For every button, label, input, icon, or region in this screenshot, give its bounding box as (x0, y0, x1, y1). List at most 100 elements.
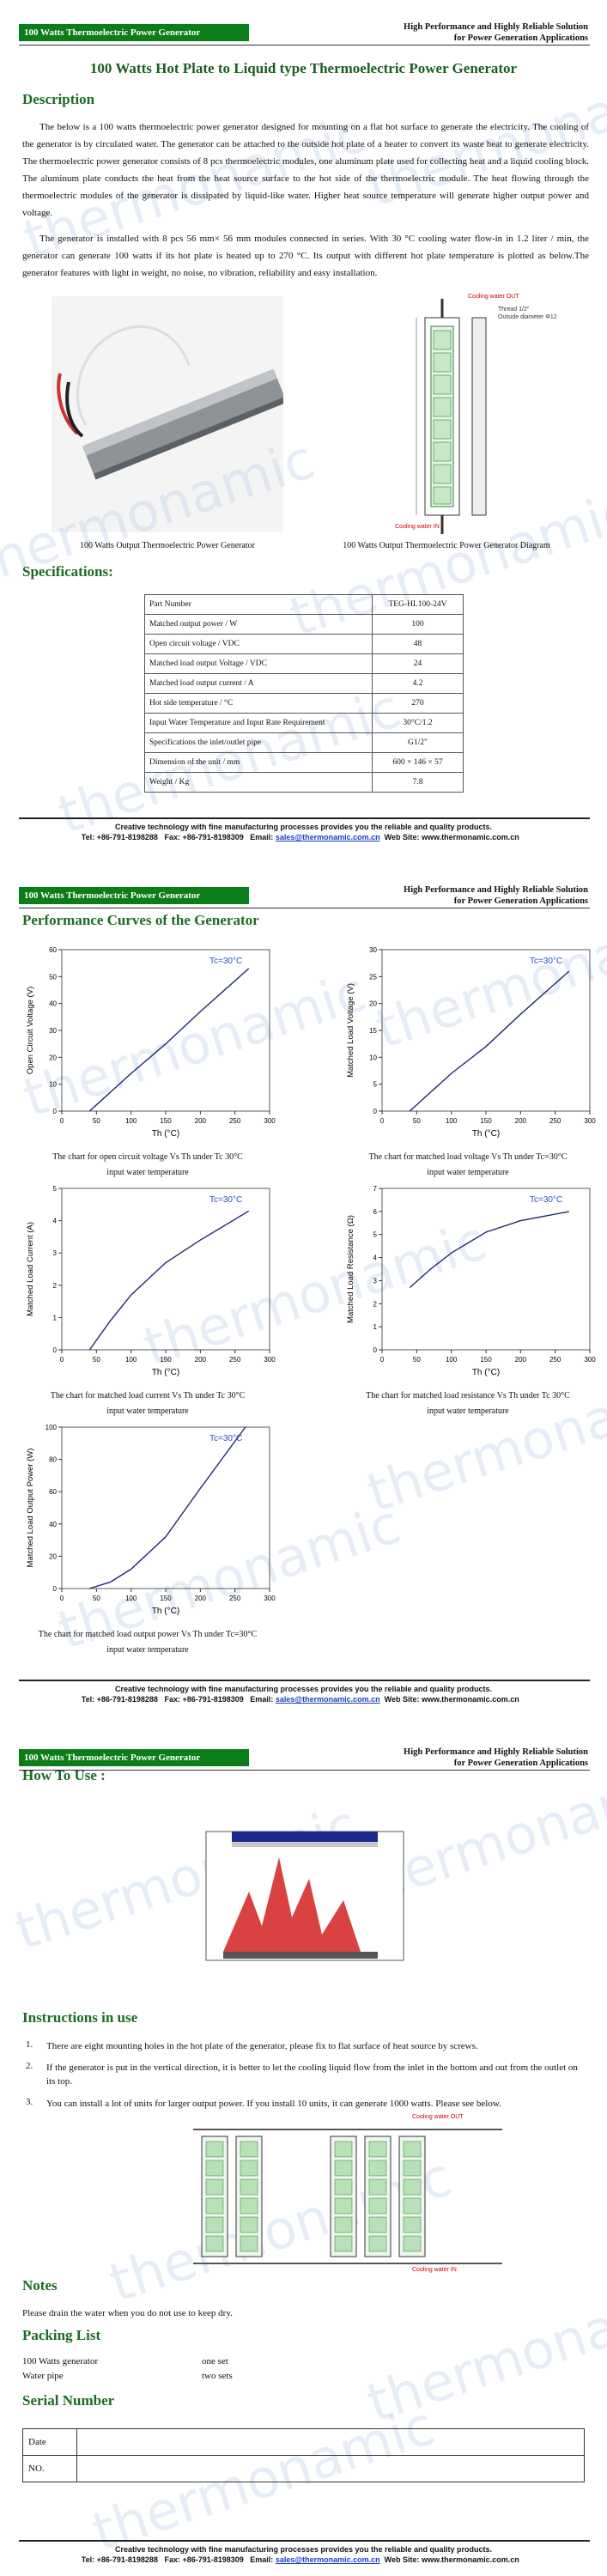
footer-slogan: Creative technology with fine manufactur… (114, 2545, 493, 2554)
curve (409, 970, 570, 1112)
chart-caption: input water temperature (106, 1406, 189, 1416)
module (205, 2197, 224, 2215)
module (403, 2235, 422, 2252)
plot-frame (381, 949, 591, 1112)
y-tick-label: 100 (46, 1424, 58, 1431)
chart-caption: input water temperature (427, 1168, 509, 1177)
y-tick-label: 4 (373, 1255, 378, 1262)
footer-rule (19, 1680, 590, 1681)
spec-cell: 30°C/1.2 (372, 713, 464, 733)
spec-cell: Specifications the inlet/outlet pipe (144, 732, 373, 753)
x-tick-label: 0 (380, 1356, 385, 1364)
x-tick-label: 150 (160, 1595, 172, 1602)
y-axis-label: Matched Load Resistance (Ω) (346, 1215, 355, 1323)
spec-cell: Matched load output Voltage / VDC (144, 653, 373, 674)
serial-value (76, 2428, 585, 2456)
header-tagline: High Performance and Highly Reliable Sol… (404, 22, 588, 32)
y-axis-label: Matched Load Current (A) (26, 1222, 35, 1316)
spec-cell: Open circuit voltage / VDC (144, 634, 373, 654)
serial-table: Date NO. (22, 2428, 585, 2482)
spec-row: Dimension of the unit / mm 600 × 146 × 57 (144, 752, 464, 773)
footer-rule (19, 817, 590, 819)
module (240, 2141, 258, 2158)
serial-label: Date (22, 2428, 77, 2456)
x-tick-label: 100 (125, 1356, 137, 1364)
spec-cell: Dimension of the unit / mm (144, 752, 373, 773)
footer-item: Fax: +86-791-8198309 (164, 833, 244, 841)
footer-slogan: Creative technology with fine manufactur… (114, 823, 493, 831)
list-number: 1. (26, 2039, 33, 2050)
y-axis-label: Matched Load Voltage (V) (346, 983, 355, 1078)
curve (88, 968, 250, 1112)
spec-cell: 24 (372, 653, 464, 674)
y-tick-label: 25 (369, 973, 377, 981)
footer-email[interactable]: sales@thermonamic.com.cn (275, 1695, 380, 1704)
paragraph: The generator is installed with 8 pcs 56… (22, 234, 589, 278)
flames (223, 1857, 361, 1952)
plot-frame (381, 1188, 591, 1351)
module (240, 2197, 258, 2215)
section-heading: Performance Curves of the Generator (22, 912, 259, 928)
module (334, 2160, 353, 2177)
footer-item: Fax: +86-791-8198309 (164, 1695, 244, 1704)
header-bar: 100 Watts Thermoelectric Power Generator (19, 1749, 249, 1766)
x-tick-label: 200 (515, 1117, 527, 1125)
annotation: Tc=30°C (530, 957, 562, 966)
x-tick-label: 50 (93, 1595, 100, 1602)
section-heading: Instructions in use (22, 2009, 138, 2026)
y-tick-label: 10 (369, 1054, 377, 1061)
footer-item: Tel: +86-791-8198288 (81, 833, 158, 841)
spec-cell: Part Number (144, 594, 373, 615)
footer-slogan: Creative technology with fine manufactur… (114, 1685, 493, 1693)
annotation: Tc=30°C (530, 1195, 562, 1205)
footer-item: Fax: +86-791-8198309 (164, 2555, 244, 2564)
x-tick-label: 150 (480, 1356, 492, 1364)
y-tick-label: 5 (373, 1231, 378, 1239)
image-caption: 100 Watts Output Thermoelectric Power Ge… (343, 541, 550, 550)
module (368, 2141, 387, 2158)
y-tick-label: 0 (53, 1346, 58, 1354)
footer-email[interactable]: sales@thermonamic.com.cn (275, 833, 380, 841)
module (403, 2160, 422, 2177)
list-number: 2. (26, 2061, 33, 2071)
module (368, 2216, 387, 2233)
module (368, 2197, 387, 2215)
module (368, 2178, 387, 2196)
y-tick-label: 60 (49, 946, 57, 954)
section-heading: How To Use : (22, 1767, 106, 1783)
diagram-label: Outside diameter Φ12 (498, 314, 557, 320)
chart-svg: 0 50 100 150 200 250 300 0 20 40 60 80 100 Th (°C) Mat… (26, 1424, 276, 1616)
spec-row: Matched output power / W 100 (144, 614, 464, 635)
footer-email[interactable]: sales@thermonamic.com.cn (275, 2555, 380, 2564)
module (240, 2235, 258, 2252)
header-rule (19, 45, 590, 46)
spec-cell: 48 (372, 634, 464, 654)
module (240, 2216, 258, 2233)
annotation: Tc=30°C (209, 1434, 242, 1443)
y-tick-label: 0 (53, 1108, 58, 1115)
footer-item: Web Site: www.thermonamic.com.cn (384, 833, 519, 841)
x-tick-label: 150 (480, 1117, 492, 1125)
y-tick-label: 40 (49, 1000, 57, 1008)
x-tick-label: 300 (264, 1595, 276, 1602)
header-tagline: High Performance and Highly Reliable Sol… (404, 885, 588, 895)
page-title: 100 Watts Hot Plate to Liquid type Therm… (89, 60, 518, 76)
footer-email-label: Email: (250, 1695, 274, 1704)
array-diagram (193, 2129, 502, 2264)
x-axis-label: Th (°C) (472, 1129, 500, 1139)
chart-caption: The chart for matched load output power … (38, 1630, 258, 1639)
y-tick-label: 30 (49, 1027, 57, 1035)
y-tick-label: 3 (373, 1277, 378, 1285)
spec-cell: 600 × 146 × 57 (372, 752, 464, 773)
chart-caption: The chart for matched load voltage Vs Th… (368, 1152, 568, 1162)
module (205, 2141, 224, 2158)
list-number: 3. (26, 2097, 33, 2107)
x-tick-label: 50 (93, 1117, 100, 1125)
x-tick-label: 300 (584, 1117, 596, 1125)
serial-value (76, 2455, 585, 2482)
header-rule (19, 1770, 590, 1771)
module (403, 2197, 422, 2215)
module (334, 2216, 353, 2233)
burner (223, 1952, 378, 1959)
